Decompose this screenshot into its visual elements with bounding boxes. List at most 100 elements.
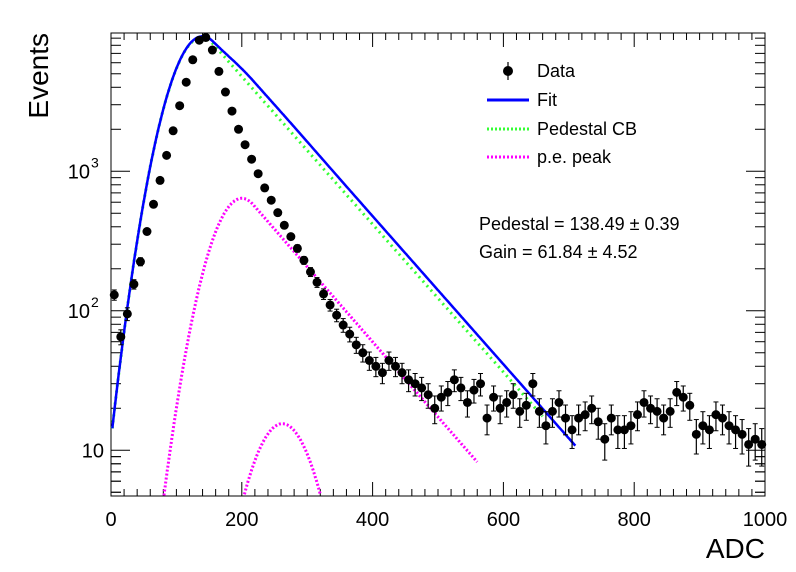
- data-point-marker: [704, 425, 714, 435]
- data-point: [489, 385, 499, 412]
- data-point: [541, 411, 551, 445]
- data-point-marker: [698, 421, 708, 431]
- data-point-marker: [299, 255, 309, 265]
- data-point: [561, 404, 571, 436]
- y-tick-label: 10: [68, 161, 90, 183]
- data-point: [207, 45, 217, 55]
- data-point: [377, 362, 387, 385]
- data-point-marker: [757, 439, 767, 449]
- data-point: [731, 415, 741, 449]
- data-point: [744, 428, 754, 467]
- data-point: [685, 392, 695, 421]
- data-point-marker: [652, 406, 662, 416]
- data-point: [266, 195, 276, 205]
- data-point-marker: [234, 124, 244, 134]
- data-point: [502, 390, 512, 418]
- data-point: [129, 279, 139, 290]
- data-point: [476, 373, 486, 397]
- data-point: [482, 404, 492, 436]
- x-axis-title: ADC: [706, 533, 765, 564]
- data-point: [606, 404, 616, 436]
- data-point: [567, 415, 577, 449]
- data-point-marker: [188, 55, 198, 65]
- data-point: [698, 411, 708, 445]
- data-point-marker: [476, 379, 486, 389]
- data-point-marker: [587, 403, 597, 413]
- data-point: [181, 77, 191, 87]
- data-point-marker: [305, 267, 315, 277]
- data-point-marker: [201, 32, 211, 42]
- data-point: [227, 106, 237, 116]
- gain-annotation: Gain = 61.84 ± 4.52: [479, 242, 638, 262]
- data-point: [534, 398, 544, 428]
- data-point-marker: [534, 406, 544, 416]
- data-point: [672, 381, 682, 407]
- data-point: [201, 32, 211, 42]
- data-point-marker: [443, 387, 453, 397]
- data-point: [404, 369, 414, 393]
- legend-label-fit: Fit: [537, 90, 557, 110]
- data-point-marker: [469, 385, 479, 395]
- data-point-marker: [168, 126, 178, 136]
- data-point-marker: [345, 329, 355, 339]
- data-point: [351, 336, 361, 354]
- data-point: [384, 351, 394, 371]
- legend-entry-pedestal-cb: Pedestal CB: [487, 119, 637, 139]
- data-point-marker: [279, 220, 289, 230]
- data-point-marker: [626, 421, 636, 431]
- data-point-marker: [404, 375, 414, 385]
- data-point-marker: [744, 439, 754, 449]
- data-point: [279, 220, 289, 230]
- data-point: [423, 383, 433, 409]
- data-point-marker: [456, 383, 466, 393]
- data-point: [521, 392, 531, 421]
- data-point: [312, 277, 322, 288]
- data-point-marker: [521, 400, 531, 410]
- data-point-marker: [292, 243, 302, 253]
- data-point: [371, 356, 381, 378]
- data-point-marker: [312, 277, 322, 287]
- data-point: [390, 356, 400, 378]
- data-point-marker: [632, 410, 642, 420]
- data-point: [639, 390, 649, 418]
- data-point: [109, 289, 119, 301]
- data-point-marker: [508, 390, 518, 400]
- data-point-marker: [175, 101, 185, 111]
- data-point-marker: [567, 425, 577, 435]
- data-point-marker: [685, 400, 695, 410]
- data-point: [587, 395, 597, 425]
- data-point-marker: [129, 279, 139, 289]
- data-point-marker: [247, 154, 257, 164]
- data-point-marker: [410, 379, 420, 389]
- data-point: [155, 175, 165, 185]
- data-point-marker: [547, 406, 557, 416]
- data-point: [430, 395, 440, 425]
- data-point-marker: [724, 421, 734, 431]
- legend-label-pe-peak: p.e. peak: [537, 147, 612, 167]
- legend-entry-pe-peak: p.e. peak: [487, 147, 612, 167]
- legend-entry-data: Data: [503, 61, 576, 81]
- data-point-marker: [181, 77, 191, 87]
- data-point: [273, 208, 283, 218]
- y-axis-title: Events: [23, 33, 54, 119]
- legend: Data Fit Pedestal CB p.e. peak: [487, 61, 637, 167]
- data-point-marker: [619, 425, 629, 435]
- data-point-marker: [390, 361, 400, 371]
- pe-peak-curve: [162, 196, 479, 496]
- data-point: [619, 415, 629, 449]
- data-point: [724, 411, 734, 445]
- data-point: [436, 385, 446, 412]
- data-point: [593, 407, 603, 440]
- data-point-marker: [260, 183, 270, 193]
- data-point-marker: [462, 397, 472, 407]
- x-tick-label: 600: [487, 509, 520, 531]
- x-tick-label: 0: [105, 509, 116, 531]
- x-tick-label: 800: [618, 509, 651, 531]
- pe-peak-2-curve: [242, 422, 322, 495]
- fit-curve: [111, 35, 577, 447]
- data-point: [410, 373, 420, 397]
- data-point-marker: [600, 434, 610, 444]
- data-series: [109, 32, 767, 467]
